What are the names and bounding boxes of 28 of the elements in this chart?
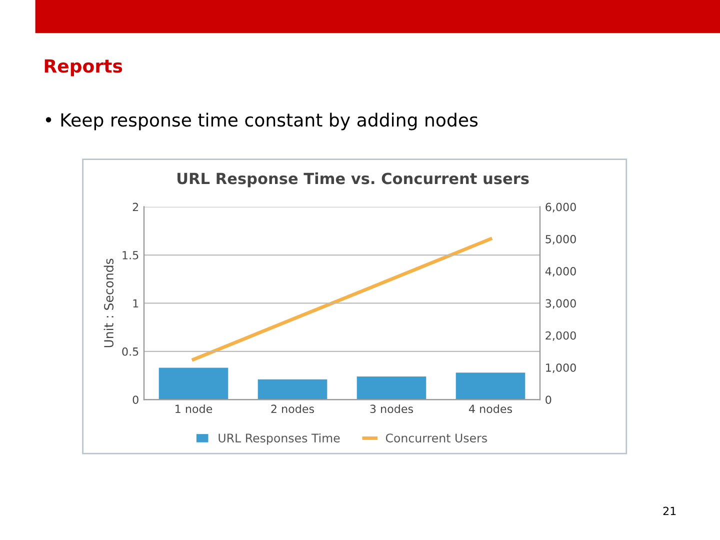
y-axis-title: Unit : Seconds [104,258,114,348]
line-series [192,237,492,362]
y-tick-label: 0.5 [122,347,138,356]
text: 21 [663,506,676,515]
bar [356,376,426,400]
chart-title: Reports [44,59,122,76]
bar [258,379,328,400]
y2-tick-label: 6,000 [546,202,576,212]
y-tick-label: 0 [132,396,138,404]
y-tick-label: 2 [132,202,138,212]
bar [456,372,526,400]
chart-subtitle: • Keep response time constant by adding nodes [46,112,478,130]
y2-tick-label: 3,000 [546,299,576,309]
bar [158,368,228,400]
y2-tick-label: 4,000 [545,267,576,277]
y2-tick-label: 0 [546,396,552,404]
text: URL Response Time vs. Concurrent users [178,172,529,188]
y-tick-label: 1 [133,299,138,308]
legend-label: Concurrent Users [386,434,487,442]
x-tick-label: 3 nodes [370,404,414,414]
x-tick-label: 4 nodes [468,404,512,414]
y2-tick-label: 5,000 [546,234,576,244]
y2-tick-label: 1,000 [546,363,576,373]
legend-label: URL Responses Time [218,433,340,445]
y2-tick-label: 2,000 [546,331,576,341]
x-tick-label: 2 nodes [271,404,314,414]
x-tick-label: 1 node [176,404,212,414]
y-tick-label: 1.5 [122,251,138,260]
